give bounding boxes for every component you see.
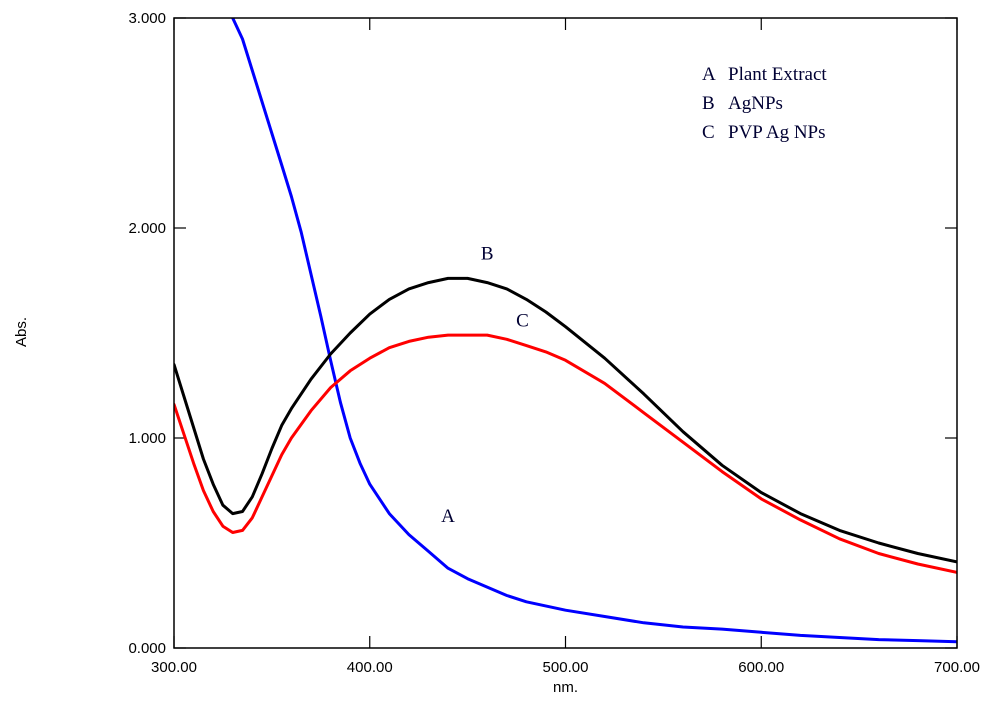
series-line-a: [231, 18, 957, 644]
legend-label: Plant Extract: [728, 64, 827, 85]
legend-key: C: [702, 122, 715, 143]
y-axis-title: Abs.: [13, 317, 30, 347]
y-tick-label: 0.000: [128, 640, 166, 657]
legend-label: AgNPs: [728, 93, 783, 114]
series-layer: [174, 18, 957, 644]
y-tick-label: 3.000: [128, 10, 166, 27]
curve-label: A: [441, 506, 455, 527]
x-tick-label: 300.00: [151, 659, 197, 676]
curve-labels: A B C: [441, 244, 529, 528]
plot-frame: [173, 17, 958, 649]
x-axis-title: nm.: [553, 679, 578, 696]
legend-key: A: [702, 64, 716, 85]
series-line-c: [174, 333, 957, 574]
series-line-b: [174, 276, 957, 564]
x-tick-label: 600.00: [738, 659, 784, 676]
curve-label: B: [481, 244, 494, 265]
x-tick-label: 700.00: [934, 659, 980, 676]
y-tick-label: 2.000: [128, 220, 166, 237]
y-tick-label: 1.000: [128, 430, 166, 447]
x-tick-label: 400.00: [347, 659, 393, 676]
legend: A Plant Extract B AgNPs C PVP Ag NPs: [702, 64, 827, 143]
legend-label: PVP Ag NPs: [728, 122, 826, 143]
x-tick-label: 500.00: [543, 659, 589, 676]
legend-key: B: [702, 93, 715, 114]
curve-label: C: [516, 311, 529, 332]
tick-labels: 300.00 400.00 500.00 600.00 700.00 0.000 1.000…: [128, 10, 979, 676]
axis-ticks: [173, 17, 958, 649]
